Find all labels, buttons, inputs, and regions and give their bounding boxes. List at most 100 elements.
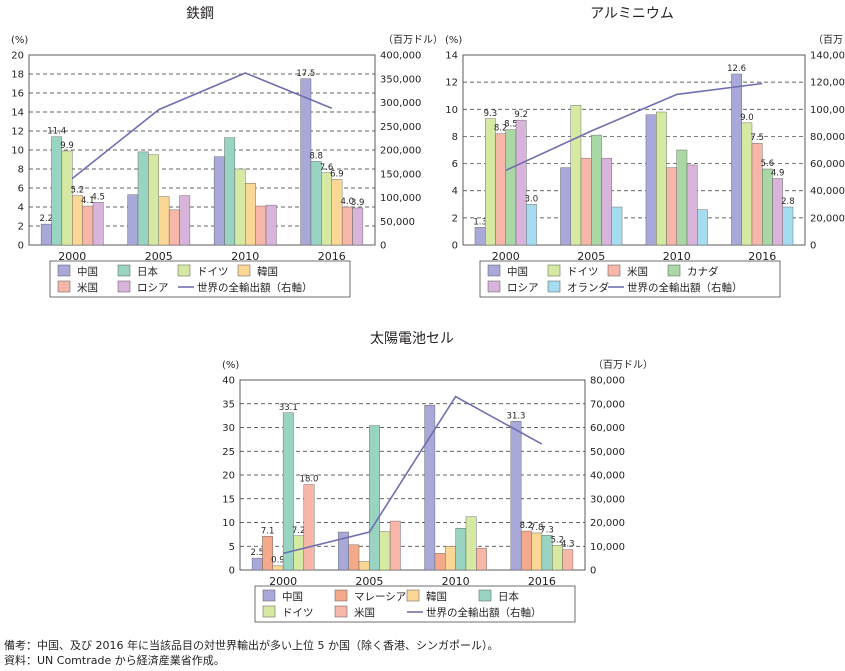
figure: 鉄鋼(%) （百万ドル）02468101214161820050,000100,0… — [11, 6, 845, 623]
y-tick-label: 0 — [229, 566, 235, 577]
x-tick-label: 2016 — [748, 250, 776, 263]
legend-label: ドイツ — [567, 266, 599, 278]
y2-tick-label: 200,000 — [380, 146, 421, 157]
bar-value-label: 7.6 — [320, 163, 334, 173]
y-tick-label: 0 — [452, 241, 458, 252]
y2-tick-label: 350,000 — [380, 74, 421, 85]
bar-value-label: 8.5 — [504, 120, 518, 130]
y-tick-label: 2 — [18, 222, 24, 233]
bar-value-label: 0.9 — [271, 556, 285, 566]
bar — [352, 207, 364, 246]
y-tick-label: 10 — [11, 146, 24, 157]
bar-value-label: 7.1 — [261, 526, 275, 536]
legend-label: ドイツ — [282, 607, 314, 619]
y2-tick-label: 250,000 — [380, 122, 421, 133]
legend-swatch — [334, 589, 348, 602]
legend-swatch — [487, 280, 501, 293]
bar — [262, 536, 273, 571]
bar — [310, 161, 322, 246]
bar — [465, 516, 477, 571]
bar — [424, 404, 436, 571]
bar-value-label: 8.2 — [494, 124, 508, 134]
chart-title: 太陽電池セル — [370, 331, 454, 347]
bar — [148, 154, 159, 246]
y-unit-label: (%) — [445, 35, 462, 46]
bar — [686, 164, 698, 246]
bar — [331, 179, 343, 246]
y2-tick-label: 50,000 — [380, 217, 415, 228]
bar — [213, 156, 225, 246]
bar — [611, 206, 623, 246]
bar — [495, 133, 506, 246]
bar — [303, 484, 315, 571]
y2-unit-label: （百万ドル） — [593, 359, 653, 371]
legend-swatch — [547, 264, 561, 277]
bar-value-label: 9.0 — [740, 113, 754, 123]
legend-label: 日本 — [137, 265, 158, 278]
chart-2: アルミニウム (%) （百万ドル） 0 2 4 6 8 10 12 14 0 20,000 40,000 6… — [445, 6, 845, 298]
y2-tick-label: 80,000 — [590, 376, 625, 387]
legend-swatch — [237, 264, 251, 277]
x-tick-label: 2010 — [442, 575, 470, 588]
legend-label: 米国 — [627, 265, 648, 278]
bar — [265, 204, 277, 246]
x-tick-label: 2005 — [577, 250, 605, 263]
y2-tick-label: 30,000 — [590, 494, 625, 505]
bar-value-label: 9.2 — [514, 110, 528, 120]
legend-swatch — [57, 264, 71, 277]
y-tick-label: 4 — [452, 186, 458, 197]
bar — [570, 105, 582, 246]
bar — [158, 196, 170, 246]
note-remarks: 備考：中国、及び 2016 年に当該品目の対世界輸出が多い上位 5 か国（除く香… — [4, 639, 499, 652]
legend-label: 韓国 — [257, 266, 278, 278]
bar — [137, 151, 149, 246]
bar — [645, 114, 657, 246]
legend-label: 中国 — [282, 590, 303, 603]
y-tick-label: 6 — [452, 159, 458, 170]
y-unit-label: (%) — [11, 35, 28, 46]
bar — [168, 209, 180, 246]
x-tick-label: 2000 — [58, 250, 86, 263]
bar — [389, 520, 401, 571]
chart-title: アルミニウム — [590, 6, 674, 22]
y2-tick-label: 100,000 — [810, 105, 845, 116]
y2-tick-label: 50,000 — [590, 447, 625, 458]
bar-value-label: 7.8 — [530, 523, 544, 533]
bar — [272, 565, 284, 571]
bar — [455, 528, 467, 571]
bar — [666, 167, 677, 246]
y-tick-label: 40 — [222, 376, 235, 387]
x-tick-label: 2005 — [145, 250, 173, 263]
y-tick-label: 16 — [11, 89, 24, 100]
bar-value-label: 8.8 — [309, 151, 323, 161]
plot-frame — [239, 379, 586, 571]
bar — [676, 149, 688, 246]
y2-tick-label: 0 — [590, 566, 596, 577]
x-tick-label: 2005 — [355, 575, 383, 588]
bar-value-label: 9.3 — [484, 109, 498, 119]
bar — [379, 531, 391, 571]
bar-value-label: 5.2 — [551, 535, 565, 545]
bar — [321, 172, 332, 246]
bar — [601, 157, 612, 246]
bar-value-label: 17.5 — [296, 69, 315, 79]
legend-swatch — [262, 605, 276, 618]
bar-value-label: 9.9 — [60, 141, 74, 151]
y2-tick-label: 300,000 — [380, 98, 421, 109]
y-tick-label: 25 — [222, 447, 235, 458]
bar-value-label: 8.2 — [520, 521, 534, 531]
bar-value-label: 6.9 — [330, 169, 344, 179]
y-tick-label: 30 — [222, 423, 235, 434]
x-tick-label: 2016 — [318, 250, 346, 263]
bar — [762, 168, 773, 246]
bar-value-label: 31.3 — [507, 411, 526, 421]
chart-title: 鉄鋼 — [186, 6, 214, 22]
y-tick-label: 0 — [18, 241, 24, 252]
legend-label: 韓国 — [426, 591, 447, 603]
bar — [505, 129, 517, 246]
legend-swatch — [57, 280, 71, 293]
bar — [179, 195, 191, 246]
bar — [485, 118, 496, 246]
line-series-world-exports — [71, 72, 333, 180]
bar — [51, 136, 63, 246]
